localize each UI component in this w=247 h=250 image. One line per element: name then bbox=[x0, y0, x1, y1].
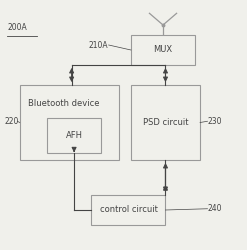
Bar bbox=[47, 118, 101, 152]
Text: control circuit: control circuit bbox=[100, 206, 157, 214]
Text: 210A: 210A bbox=[89, 40, 108, 50]
Text: 230: 230 bbox=[207, 117, 222, 126]
Text: AFH: AFH bbox=[66, 130, 82, 140]
Text: 220: 220 bbox=[5, 117, 19, 126]
Bar bbox=[91, 195, 165, 225]
Text: Bluetooth device: Bluetooth device bbox=[28, 99, 100, 108]
Text: 240: 240 bbox=[207, 204, 222, 213]
Bar bbox=[20, 85, 119, 160]
Text: PSD circuit: PSD circuit bbox=[143, 118, 188, 127]
Bar bbox=[131, 85, 200, 160]
Text: 200A: 200A bbox=[7, 22, 27, 32]
Bar bbox=[131, 35, 195, 65]
Text: MUX: MUX bbox=[153, 46, 173, 54]
